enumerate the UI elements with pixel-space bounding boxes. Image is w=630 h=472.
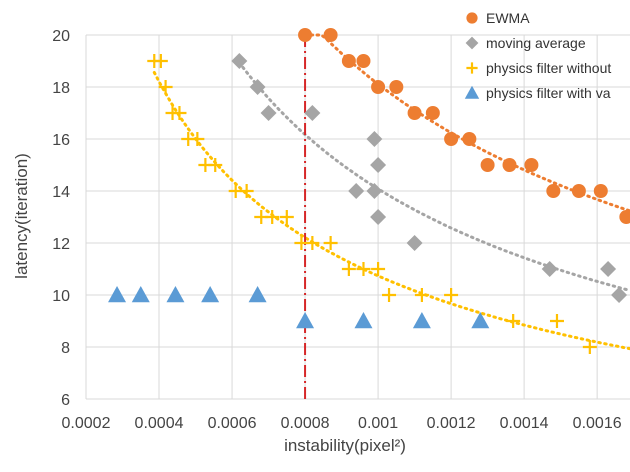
x-axis-title: instability(pixel²) <box>284 436 406 455</box>
data-point-plus <box>265 210 280 224</box>
data-point-diamond <box>348 183 365 199</box>
legend-marker-triangle <box>464 85 480 99</box>
x-tick-label: 0.0004 <box>135 415 184 432</box>
data-point-diamond <box>231 53 248 69</box>
data-point-triangle <box>471 312 490 329</box>
trendline <box>152 71 630 351</box>
x-tick-label: 0.0006 <box>208 415 257 432</box>
data-point-diamond <box>406 235 423 251</box>
data-point-plus <box>341 262 356 276</box>
legend-marker-diamond <box>465 36 479 50</box>
data-point-circle <box>341 54 356 68</box>
data-point-circle <box>593 184 608 198</box>
y-tick-label: 8 <box>61 340 70 357</box>
legend-marker-circle <box>466 12 478 24</box>
data-point-triangle <box>354 312 373 329</box>
data-point-triangle <box>412 312 431 329</box>
series-2 <box>147 54 597 354</box>
data-point-circle <box>480 158 495 172</box>
y-tick-label: 16 <box>52 132 70 149</box>
data-point-circle <box>407 106 422 120</box>
legend-label: EWMA <box>486 10 530 26</box>
y-tick-label: 14 <box>52 184 70 201</box>
data-point-diamond <box>260 105 277 121</box>
data-point-diamond <box>249 79 266 95</box>
x-tick-label: 0.0016 <box>573 415 622 432</box>
data-point-triangle <box>248 286 267 303</box>
data-point-circle <box>425 106 440 120</box>
series-1 <box>231 53 628 303</box>
data-point-plus <box>190 132 205 146</box>
data-point-plus <box>305 236 320 250</box>
legend: EWMA moving average physics filter without… <box>464 10 611 101</box>
data-point-plus <box>239 184 254 198</box>
data-point-diamond <box>370 157 387 173</box>
data-point-plus <box>444 288 459 302</box>
data-point-diamond <box>611 287 628 303</box>
data-point-triangle <box>166 286 185 303</box>
data-point-plus <box>172 106 187 120</box>
data-point-circle <box>502 158 517 172</box>
data-point-plus <box>158 80 173 94</box>
data-point-circle <box>444 132 459 146</box>
legend-label: physics filter without <box>486 60 611 76</box>
tick-labels: 6 8 10 12 14 16 18 20 0.0002 0.0004 0.0006 0.0008 0.… <box>52 28 622 432</box>
data-point-plus <box>382 288 397 302</box>
data-point-diamond <box>370 209 387 225</box>
data-point-triangle <box>108 286 127 303</box>
data-point-plus <box>414 288 429 302</box>
x-tick-label: 0.0008 <box>281 415 330 432</box>
data-point-circle <box>356 54 371 68</box>
data-markers <box>108 28 630 354</box>
data-point-circle <box>571 184 586 198</box>
data-point-plus <box>582 340 597 354</box>
data-point-circle <box>524 158 539 172</box>
legend-label: physics filter with va <box>486 85 611 101</box>
data-point-diamond <box>366 183 383 199</box>
series-0 <box>298 28 630 224</box>
x-tick-label: 0.0002 <box>62 415 111 432</box>
data-point-plus <box>356 262 371 276</box>
data-point-diamond <box>541 261 558 277</box>
data-point-diamond <box>366 131 383 147</box>
data-point-diamond <box>600 261 617 277</box>
y-tick-label: 18 <box>52 80 70 97</box>
data-point-plus <box>549 314 564 328</box>
data-point-circle <box>546 184 561 198</box>
data-point-circle <box>462 132 477 146</box>
legend-marker-plus <box>466 62 478 74</box>
x-tick-label: 0.0012 <box>427 415 476 432</box>
data-point-circle <box>323 28 338 42</box>
y-tick-label: 12 <box>52 236 70 253</box>
data-point-triangle <box>296 312 315 329</box>
data-point-plus <box>371 262 386 276</box>
data-point-triangle <box>201 286 220 303</box>
data-point-plus <box>208 158 223 172</box>
data-point-plus <box>279 210 294 224</box>
legend-label: moving average <box>486 35 586 51</box>
y-axis-title: latency(iteration) <box>12 153 31 279</box>
y-tick-label: 6 <box>61 392 70 409</box>
data-point-plus <box>323 236 338 250</box>
data-point-diamond <box>304 105 321 121</box>
x-tick-label: 0.001 <box>358 415 398 432</box>
y-tick-label: 20 <box>52 28 70 45</box>
data-point-circle <box>389 80 404 94</box>
data-point-plus <box>506 314 521 328</box>
data-point-circle <box>371 80 386 94</box>
data-point-circle <box>619 210 630 224</box>
y-tick-label: 10 <box>52 288 70 305</box>
x-tick-label: 0.0014 <box>500 415 549 432</box>
series-3 <box>108 286 490 329</box>
data-point-triangle <box>131 286 150 303</box>
data-point-circle <box>298 28 313 42</box>
data-point-plus <box>153 54 168 68</box>
